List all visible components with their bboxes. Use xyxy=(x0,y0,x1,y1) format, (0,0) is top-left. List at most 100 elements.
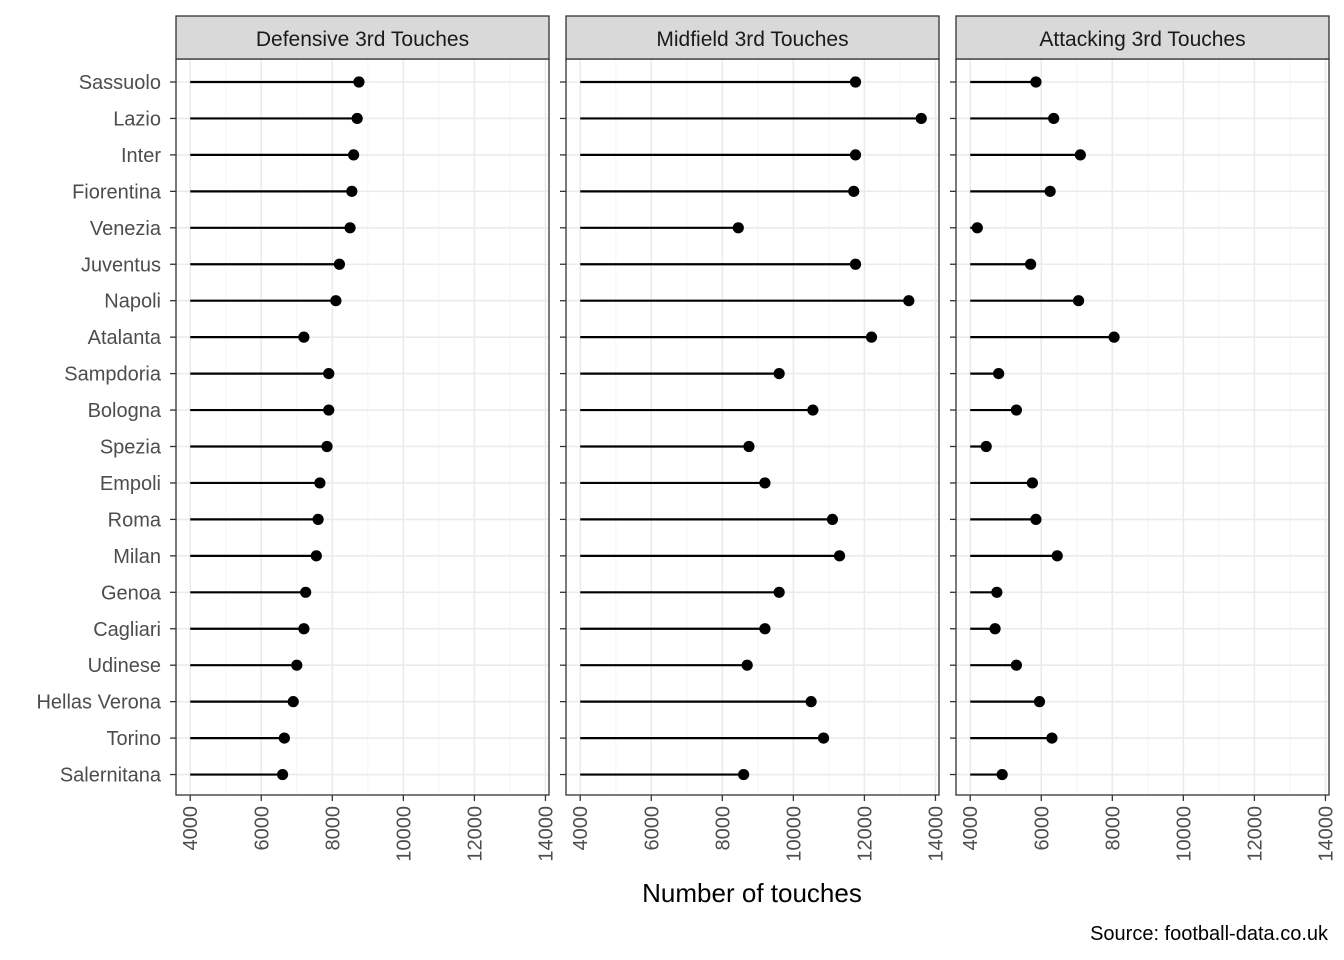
lollipop-point xyxy=(278,732,290,744)
x-tick-label: 6000 xyxy=(1031,806,1053,851)
x-tick-label: 12000 xyxy=(854,806,876,862)
x-tick-label: 8000 xyxy=(1102,806,1124,851)
y-tick-label: Inter xyxy=(121,145,161,167)
facet-strip xyxy=(175,15,550,60)
y-tick-label: Spezia xyxy=(100,437,162,459)
lollipop-point xyxy=(759,623,771,635)
x-tick-label: 12000 xyxy=(464,806,486,862)
facet-title: Attacking 3rd Touches xyxy=(1039,28,1245,51)
lollipop-point xyxy=(743,440,755,453)
y-tick-label: Sampdoria xyxy=(64,364,162,386)
lollipop-point xyxy=(310,550,322,562)
lollipop-point xyxy=(287,696,299,708)
lollipop-point xyxy=(991,586,1003,598)
y-tick-label: Lazio xyxy=(113,108,161,130)
lollipop-point xyxy=(738,768,750,781)
lollipop-point xyxy=(323,368,335,380)
x-tick-label: 10000 xyxy=(393,806,415,862)
lollipop-point xyxy=(1044,185,1056,197)
facet-strip xyxy=(565,15,940,60)
facet-panels: Defensive 3rd Touches 4000 6000 8000 10000 12… xyxy=(170,15,1337,862)
lollipop-point xyxy=(1072,295,1085,307)
panel-background xyxy=(566,59,939,795)
y-tick-label: Sassuolo xyxy=(79,72,161,94)
lollipop-point xyxy=(330,295,342,307)
lollipop-point xyxy=(993,368,1005,380)
y-tick-label: Roma xyxy=(108,509,162,531)
x-tick-label: 10000 xyxy=(783,806,805,862)
y-tick-label: Juventus xyxy=(81,254,161,276)
lollipop-point xyxy=(1046,732,1058,744)
x-tick-label: 10000 xyxy=(1173,806,1195,862)
lollipop-point xyxy=(1010,659,1022,671)
x-axis-title: Number of touches xyxy=(642,878,862,908)
x-tick-label: 14000 xyxy=(535,806,557,862)
lollipop-point xyxy=(291,659,303,671)
lollipop-point xyxy=(989,623,1001,635)
lollipop-point xyxy=(741,659,753,671)
lollipop-point xyxy=(915,112,927,125)
lollipop-point xyxy=(321,440,333,453)
lollipop-point xyxy=(298,331,310,343)
lollipop-point xyxy=(807,404,819,416)
lollipop-point xyxy=(1010,404,1022,416)
lollipop-point xyxy=(971,222,983,234)
lollipop-point xyxy=(773,586,785,598)
lollipop-point xyxy=(849,76,862,88)
facet-panel: Defensive 3rd Touches 4000 6000 8000 10000 12… xyxy=(170,15,557,862)
facet-panel: Midfield 3rd Touches 4000 6000 8000 10000 120… xyxy=(560,15,947,862)
facet-panel: Attacking 3rd Touches 4000 6000 8000 10000 12… xyxy=(950,15,1337,862)
x-tick-label: 4000 xyxy=(570,806,592,851)
y-tick-label: Cagliari xyxy=(93,619,161,641)
y-tick-label: Empoli xyxy=(100,473,161,495)
lollipop-point xyxy=(312,513,324,526)
lollipop-point xyxy=(903,295,915,307)
y-tick-label: Genoa xyxy=(101,582,162,604)
y-tick-label: Fiorentina xyxy=(72,181,162,203)
facet-title: Defensive 3rd Touches xyxy=(256,28,469,51)
lollipop-point xyxy=(759,477,771,489)
lollipop-point xyxy=(300,586,312,598)
lollipop-point xyxy=(805,696,817,708)
facet-title: Midfield 3rd Touches xyxy=(656,28,848,51)
lollipop-point xyxy=(348,149,360,161)
lollipop-point xyxy=(833,550,846,562)
facet-strip xyxy=(955,15,1330,60)
lollipop-point xyxy=(1030,76,1042,88)
lollipop-point xyxy=(298,623,310,635)
lollipop-point xyxy=(817,732,830,744)
y-tick-label: Salernitana xyxy=(60,765,162,787)
lollipop-point xyxy=(980,440,992,453)
y-tick-label: Milan xyxy=(113,546,161,568)
y-tick-label: Atalanta xyxy=(88,327,162,349)
lollipop-point xyxy=(865,331,878,343)
panel-background xyxy=(956,59,1329,795)
lollipop-point xyxy=(333,258,346,270)
x-tick-label: 12000 xyxy=(1244,806,1266,862)
lollipop-point xyxy=(1108,331,1120,343)
lollipop-point xyxy=(346,185,358,197)
x-tick-label: 14000 xyxy=(925,806,947,862)
x-tick-label: 4000 xyxy=(960,806,982,851)
lollipop-point xyxy=(1030,513,1042,526)
lollipop-point xyxy=(849,149,862,161)
x-tick-label: 6000 xyxy=(251,806,273,851)
lollipop-point xyxy=(314,477,326,489)
lollipop-point xyxy=(1026,477,1038,489)
lollipop-point xyxy=(323,404,335,416)
y-tick-label: Hellas Verona xyxy=(36,692,161,714)
lollipop-point xyxy=(1025,258,1037,270)
lollipop-point xyxy=(344,222,356,234)
y-tick-label: Udinese xyxy=(88,655,161,677)
lollipop-point xyxy=(773,368,785,380)
x-tick-label: 8000 xyxy=(322,806,344,851)
y-tick-label: Venezia xyxy=(90,218,162,240)
x-tick-label: 8000 xyxy=(712,806,734,851)
x-tick-label: 6000 xyxy=(641,806,663,851)
panel-background xyxy=(176,59,549,795)
y-axis-labels: Sassuolo Lazio Inter Fiorentina Venezia Juven… xyxy=(36,72,161,787)
y-tick-label: Bologna xyxy=(88,400,162,422)
lollipop-point xyxy=(826,513,839,526)
lollipop-point xyxy=(351,112,363,125)
